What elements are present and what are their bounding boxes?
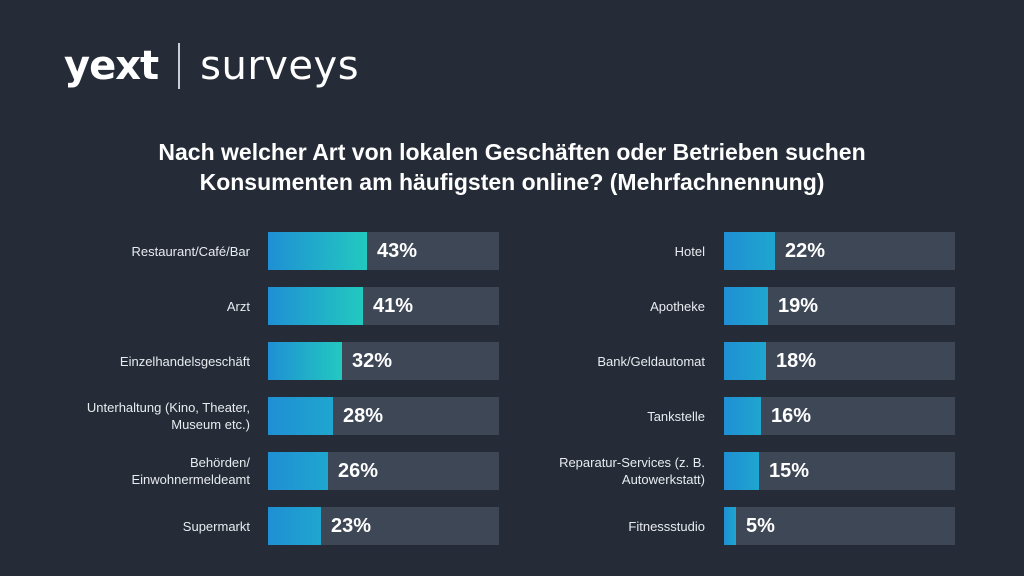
bar-track xyxy=(268,397,499,435)
bar-category-label-line: Behörden/ xyxy=(190,455,250,470)
bar-track xyxy=(268,452,499,490)
bar xyxy=(268,232,367,270)
bar-category-label-line: Fitnessstudio xyxy=(628,518,705,534)
bar-track xyxy=(724,397,955,435)
bar-value-label: 32% xyxy=(352,350,393,372)
bar-category-label-line: Unterhaltung (Kino, Theater, xyxy=(86,400,250,415)
bar-track xyxy=(724,507,955,545)
bar-category-label: Restaurant/Café/Bar xyxy=(30,232,250,270)
bar-category-label-line: Einzelhandelsgeschäft xyxy=(119,353,250,369)
bar-value-label: 16% xyxy=(771,405,812,427)
bar-category-label: Arzt xyxy=(30,287,250,325)
bar-value-label: 5% xyxy=(746,515,775,537)
bar xyxy=(724,507,736,545)
bar xyxy=(724,342,766,380)
bar-category-label-line: Tankstelle xyxy=(647,408,705,424)
brand-product-name: surveys xyxy=(200,43,360,89)
bar xyxy=(724,287,768,325)
bar-category-label: Fitnessstudio xyxy=(485,507,705,545)
bar-category-label-line: Einwohnermeldeamt xyxy=(131,472,250,487)
bar-category-label: Unterhaltung (Kino, Theater, Museum etc.) xyxy=(30,397,250,435)
bar-value-label: 23% xyxy=(331,515,372,537)
bar-value-label: 15% xyxy=(769,460,810,482)
bar-track xyxy=(268,342,499,380)
bar-category-label-line: Supermarkt xyxy=(182,518,250,534)
bar-category-label-line: Museum etc.) xyxy=(171,417,250,432)
yext-logo: yext xyxy=(64,43,159,89)
bar xyxy=(268,342,342,380)
bar xyxy=(268,507,321,545)
chart-title-line-2: Konsumenten am häufigsten online? (Mehrf… xyxy=(199,169,825,195)
bar-category-label-line: Bank/Geldautomat xyxy=(597,353,705,369)
bar-value-label: 28% xyxy=(343,405,384,427)
bar-category-label: Einzelhandelsgeschäft xyxy=(30,342,250,380)
chart-title-line-1: Nach welcher Art von lokalen Geschäften … xyxy=(158,139,866,165)
bar-value-label: 26% xyxy=(338,460,379,482)
bar-category-label: Reparatur-Services (z. B. Autowerkstatt) xyxy=(485,452,705,490)
bar-value-label: 19% xyxy=(778,295,819,317)
bar-category-label-line: Hotel xyxy=(674,243,705,259)
bar-track xyxy=(268,232,499,270)
brand-header: yext surveys xyxy=(64,40,359,92)
bar-value-label: 18% xyxy=(776,350,817,372)
bar-value-label: 43% xyxy=(377,240,418,262)
brand-divider xyxy=(178,43,181,89)
bar-category-label: Bank/Geldautomat xyxy=(485,342,705,380)
bar xyxy=(268,397,333,435)
bar-category-label: Tankstelle xyxy=(485,397,705,435)
bar-track xyxy=(724,287,955,325)
bar xyxy=(724,397,761,435)
bar xyxy=(268,452,328,490)
bar xyxy=(268,287,363,325)
bar-value-label: 41% xyxy=(373,295,414,317)
bar-track xyxy=(268,507,499,545)
bar-track xyxy=(724,452,955,490)
bar-track xyxy=(724,232,955,270)
bar-category-label-line: Apotheke xyxy=(650,298,705,314)
bar-category-label: Supermarkt xyxy=(30,507,250,545)
bar xyxy=(724,232,775,270)
bar xyxy=(724,452,759,490)
bar-category-label-line: Reparatur-Services (z. B. xyxy=(559,455,705,470)
bar-category-label: Hotel xyxy=(485,232,705,270)
bar-category-label-line: Autowerkstatt) xyxy=(621,472,705,487)
chart-title: Nach welcher Art von lokalen Geschäften … xyxy=(0,137,1024,197)
bar-category-label-line: Restaurant/Café/Bar xyxy=(131,243,250,259)
bar-track xyxy=(268,287,499,325)
bar-category-label-line: Arzt xyxy=(226,298,250,314)
bar-track xyxy=(724,342,955,380)
bar-category-label: Behörden/Einwohnermeldeamt xyxy=(30,452,250,490)
bar-category-label: Apotheke xyxy=(485,287,705,325)
bar-value-label: 22% xyxy=(785,240,826,262)
